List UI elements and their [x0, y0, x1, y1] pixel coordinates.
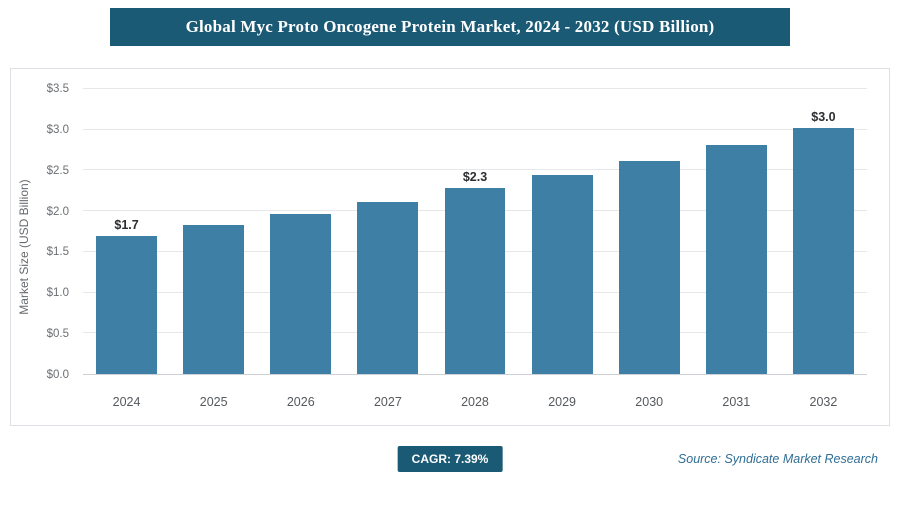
bar-value-label-2032: $3.0 [811, 110, 836, 125]
chart-title: Global Myc Proto Oncogene Protein Market… [185, 17, 715, 36]
x-tick-label-2031: 2031 [722, 395, 751, 409]
bar-column-2031 [693, 89, 780, 374]
bar-2024 [96, 235, 158, 374]
y-tick-label: $1.0 [46, 287, 69, 300]
x-tick-label-2026: 2026 [286, 395, 315, 409]
bar-2031 [705, 145, 767, 374]
chart-footer: CAGR: 7.39% Source: Syndicate Market Res… [0, 442, 900, 486]
x-tick-label-2030: 2030 [635, 395, 664, 409]
x-tick-label-2029: 2029 [548, 395, 576, 409]
bar-column-2030 [606, 89, 693, 374]
bar-column-2024: $1.7 [83, 89, 170, 374]
bar-2032 [792, 128, 854, 374]
y-tick-label: $3.0 [46, 123, 69, 136]
bar-column-2027 [344, 89, 431, 374]
source-credit: Source: Syndicate Market Research [677, 452, 878, 466]
y-tick-label: $0.5 [46, 328, 69, 341]
bar-2029 [531, 174, 593, 374]
plot-area: $1.7 $2.3 $3.0 [83, 88, 867, 375]
chart-title-bar: Global Myc Proto Oncogene Protein Market… [110, 8, 790, 46]
bar-column-2029 [519, 89, 606, 374]
gridline [83, 88, 867, 89]
bar-value-label-2028: $2.3 [462, 170, 488, 185]
bar-2028 [444, 188, 506, 374]
x-axis-labels: 2024 2025 2026 2027 2028 2029 2030 2031 2032 [83, 395, 867, 409]
y-tick-label: $2.5 [46, 164, 69, 177]
chart-panel: Market Size (USD Billion) $0.0 $0.5 $1.0 $1… [10, 68, 890, 426]
y-tick-label: $1.5 [46, 246, 69, 259]
bar-2027 [357, 202, 419, 374]
x-tick-label-2032: 2032 [809, 395, 838, 409]
y-tick-label: $3.5 [46, 83, 69, 95]
y-tick-label: $0.0 [46, 369, 69, 381]
gridline [83, 128, 867, 130]
bar-column-2025 [170, 89, 257, 374]
bar-value-label-2024: $1.7 [114, 217, 139, 232]
x-tick-label-2028: 2028 [461, 395, 489, 409]
x-tick-label-2024: 2024 [112, 395, 141, 409]
bar-2026 [270, 213, 332, 374]
cagr-badge: CAGR: 7.39% [397, 446, 503, 472]
bar-series: $1.7 $2.3 $3.0 [83, 89, 867, 374]
cagr-label: CAGR: 7.39% [411, 452, 489, 466]
x-tick-label-2027: 2027 [373, 395, 402, 409]
bar-column-2026 [257, 89, 344, 374]
bar-2025 [183, 225, 245, 374]
gridline [83, 169, 867, 171]
bar-2030 [618, 160, 680, 374]
x-tick-label-2025: 2025 [199, 395, 228, 409]
y-axis-ticks: $0.0 $0.5 $1.0 $1.5 $2.0 $2.5 $3.0 $3.5 [11, 83, 77, 381]
bar-column-2028: $2.3 [431, 89, 518, 374]
y-tick-label: $2.0 [46, 205, 69, 218]
bar-column-2032: $3.0 [780, 89, 867, 374]
